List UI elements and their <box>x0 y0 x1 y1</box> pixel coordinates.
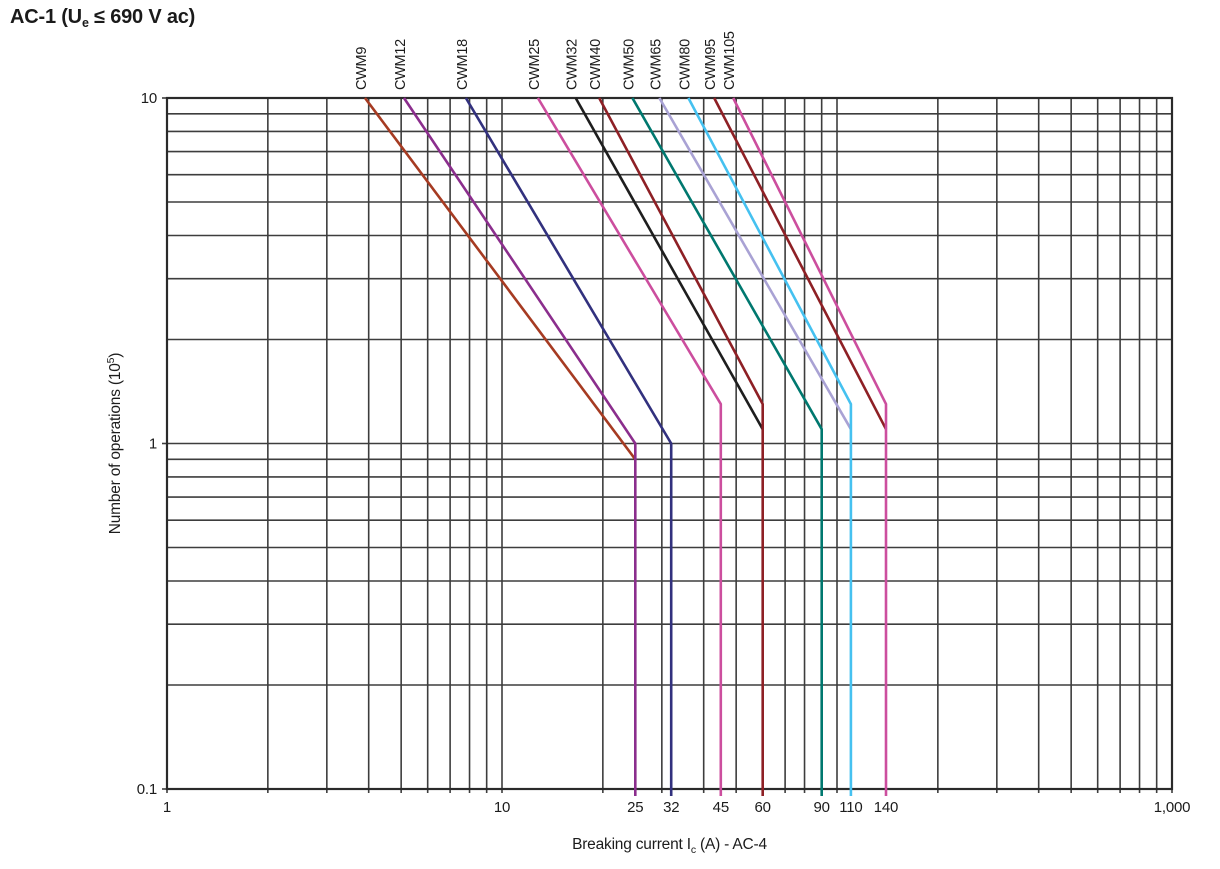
y-tick-1: 1 <box>149 436 157 453</box>
x-tick-110: 110 <box>839 799 862 816</box>
grid <box>162 97 1173 793</box>
chart-title: AC-1 (Ue ≤ 690 V ac) <box>10 6 195 30</box>
x-tick-90: 90 <box>814 799 830 816</box>
y-tick-10: 10 <box>141 90 157 107</box>
title-text: AC-1 (U <box>10 6 82 28</box>
x-tick-32: 32 <box>663 799 679 816</box>
title-text: ≤ 690 V ac) <box>88 6 196 28</box>
x-axis-title: Breaking current Ic (A) - AC-4 <box>572 836 767 856</box>
curve-CWM25 <box>536 97 723 796</box>
curve-CWM50 <box>631 97 823 796</box>
plot-border <box>165 96 1174 791</box>
curve-CWM95 <box>713 97 888 430</box>
curve-CWM12 <box>402 97 637 796</box>
x-tick-45: 45 <box>713 799 729 816</box>
y-axis-title: Number of operations (105) <box>105 353 124 535</box>
series-label-CWM12: CWM12 <box>393 39 409 90</box>
series-label-CWM18: CWM18 <box>455 39 471 90</box>
curve-CWM40 <box>598 97 764 796</box>
x-tick-10: 10 <box>494 799 510 816</box>
x-tick-140: 140 <box>874 799 898 816</box>
curve-CWM9 <box>363 97 637 461</box>
curves <box>363 97 888 796</box>
series-label-CWM25: CWM25 <box>527 39 543 90</box>
series-label-CWM65: CWM65 <box>648 39 664 90</box>
series-label-CWM80: CWM80 <box>677 39 693 90</box>
series-label-CWM105: CWM105 <box>722 31 738 90</box>
curve-CWM32 <box>574 97 764 430</box>
y-tick-0.1: 0.1 <box>137 781 157 798</box>
series-label-CWM40: CWM40 <box>588 39 604 90</box>
series-label-CWM32: CWM32 <box>565 39 581 90</box>
curve-CWM18 <box>464 97 673 796</box>
title-subscript: e <box>81 16 89 30</box>
x-tick-25: 25 <box>627 799 643 816</box>
series-label-CWM95: CWM95 <box>703 39 719 90</box>
curve-CWM65 <box>658 97 853 430</box>
series-labels: CWM9 CWM12 CWM18 CWM25 CWM32 CWM40 CWM50 CWM65 C… <box>354 31 738 90</box>
x-tick-1: 1 <box>163 799 171 816</box>
series-label-CWM9: CWM9 <box>354 47 370 90</box>
series-label-CWM50: CWM50 <box>621 39 637 90</box>
curve-CWM105 <box>732 97 888 796</box>
x-tick-60: 60 <box>755 799 771 816</box>
curve-CWM80 <box>687 97 853 796</box>
y-tick-labels: 10 1 0.1 <box>137 90 157 798</box>
x-tick-1,000: 1,000 <box>1154 799 1191 816</box>
